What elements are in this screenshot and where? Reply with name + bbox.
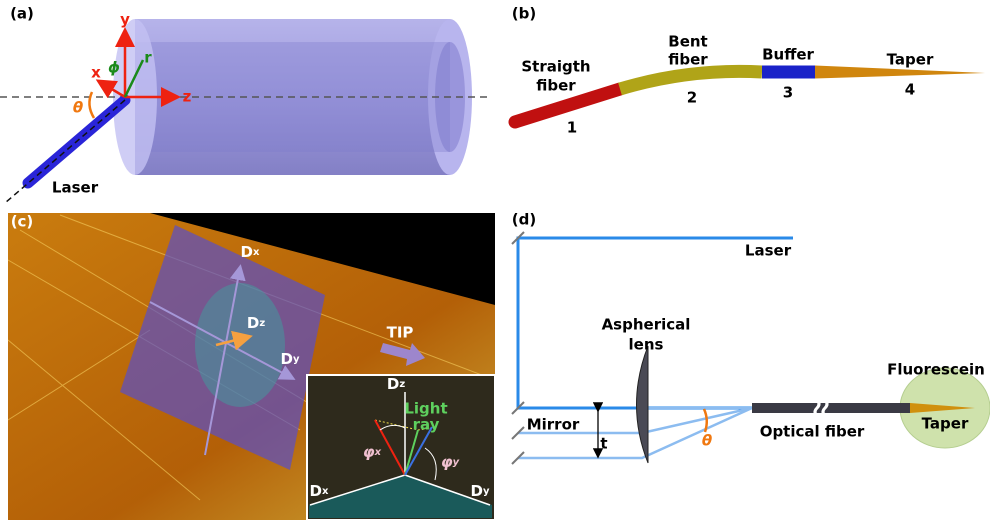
axis-main: D [471, 482, 483, 500]
angle-main: φ [441, 453, 453, 471]
axis-main: D [247, 314, 259, 332]
panel-a: (a) y x z r ϕ θ Laser [0, 5, 490, 204]
angle-sub: x [374, 447, 382, 458]
panel-b: (b) Straigth fiber 1 Bent fiber 2 Buffer… [512, 5, 985, 137]
angle-sub: y [453, 457, 460, 468]
axis-sub: z [399, 379, 405, 390]
axis-sub: x [253, 247, 260, 258]
panel-label: (d) [512, 211, 536, 229]
axis-main: D [281, 350, 293, 368]
angle-label: θ [73, 99, 83, 117]
fiber-label: Optical fiber [760, 423, 865, 441]
axis-main: D [241, 243, 253, 261]
axis-main: D [310, 482, 322, 500]
panel-c: (c) Dx Dz Dy TIP Dz Light ray φx φy Dx D… [8, 213, 495, 520]
angle-main: φ [363, 443, 375, 461]
axis-label: x [91, 64, 101, 82]
axis-main: D [387, 375, 399, 393]
tip-label: TIP [387, 324, 414, 342]
light-ray-label: ray [413, 416, 440, 434]
panel-d: (d) Laser Aspherical lens Mirror t θ Opt… [512, 211, 990, 465]
axis-label: z [183, 88, 192, 106]
laser-label: Laser [52, 179, 99, 197]
lens-label: lens [629, 336, 664, 354]
segment-label: fiber [536, 77, 576, 95]
aspherical-lens [637, 346, 649, 463]
panel-label: (b) [512, 5, 536, 23]
axis-sub: y [483, 486, 490, 497]
theta-arc [89, 92, 94, 118]
taper-label: Taper [922, 415, 969, 433]
lens-label: Aspherical [602, 316, 691, 334]
t-label: t [600, 435, 607, 453]
segment-label: Bent [668, 33, 707, 51]
theta-label: θ [702, 432, 712, 450]
segment-label: Taper [887, 51, 934, 69]
axis-sub: z [259, 318, 265, 329]
laser-label: Laser [745, 242, 792, 260]
figure: (a) y x z r ϕ θ Laser (b) Straigth fiber… [0, 0, 990, 520]
inset: Dz Light ray φx φy Dx Dy [307, 375, 495, 520]
angle-label: ϕ [108, 59, 120, 77]
axis-sub: y [293, 354, 300, 365]
segment-label: fiber [668, 51, 708, 69]
mirror-label: Mirror [527, 416, 580, 434]
panel-label: (a) [10, 5, 34, 23]
bent-fiber [620, 71, 762, 89]
panel-label: (c) [11, 213, 34, 231]
segment-number: 3 [783, 84, 793, 102]
segment-number: 1 [567, 119, 577, 137]
segment-label: Straigth [521, 58, 590, 76]
segment-label: Buffer [762, 46, 814, 64]
optical-fiber [752, 403, 910, 413]
segment-number: 4 [905, 81, 915, 99]
axis-sub: x [322, 486, 329, 497]
axis-label: r [144, 49, 152, 67]
fluorescein-label: Fluorescein [887, 361, 985, 379]
segment-number: 2 [687, 89, 697, 107]
axis-label: y [120, 11, 130, 29]
ray-cloud [195, 283, 285, 407]
